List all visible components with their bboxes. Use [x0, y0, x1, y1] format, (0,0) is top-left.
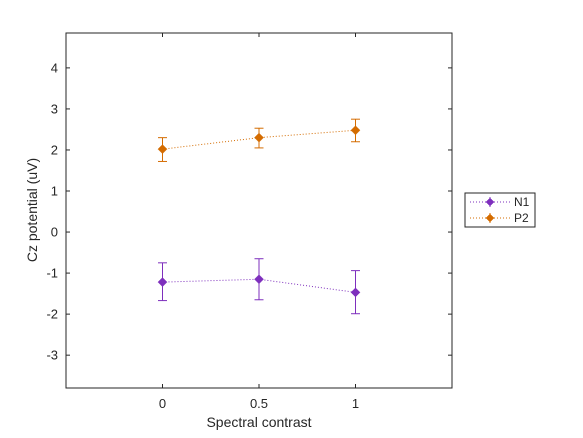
x-tick-label: 1 [352, 396, 359, 411]
x-axis-label: Spectral contrast [206, 414, 311, 430]
y-tick-label: -3 [46, 348, 58, 363]
plot-area [65, 32, 453, 389]
series-n1 [157, 258, 361, 315]
series-p2 [157, 118, 361, 162]
x-tick-label: 0 [159, 396, 166, 411]
data-point [157, 277, 168, 287]
data-point [350, 287, 361, 298]
y-tick-label: 1 [51, 184, 58, 199]
data-point [157, 144, 168, 154]
x-tick-label: 0.5 [250, 396, 268, 411]
y-tick-label: -1 [46, 266, 58, 281]
x-axis-ticks: 0 0.5 1 [159, 33, 359, 411]
data-point [350, 125, 361, 136]
legend-label: P2 [514, 211, 529, 225]
data-point [254, 132, 264, 143]
legend-marker [485, 213, 495, 223]
legend-marker [485, 197, 495, 207]
legend-item-n1: N1 [470, 195, 530, 209]
y-tick-label: 2 [51, 142, 58, 157]
legend-item-p2: P2 [470, 211, 529, 225]
y-axis-ticks: -3 -2 -1 0 1 2 3 4 [46, 60, 452, 363]
y-tick-label: -2 [46, 307, 58, 322]
y-axis-label: Cz potential (uV) [24, 158, 40, 262]
series-layer [157, 118, 361, 315]
y-tick-label: 3 [51, 101, 58, 116]
legend-label: N1 [514, 195, 530, 209]
data-point [254, 274, 264, 285]
legend-box [464, 192, 536, 228]
y-tick-label: 4 [51, 60, 58, 75]
y-tick-label: 0 [51, 225, 58, 240]
